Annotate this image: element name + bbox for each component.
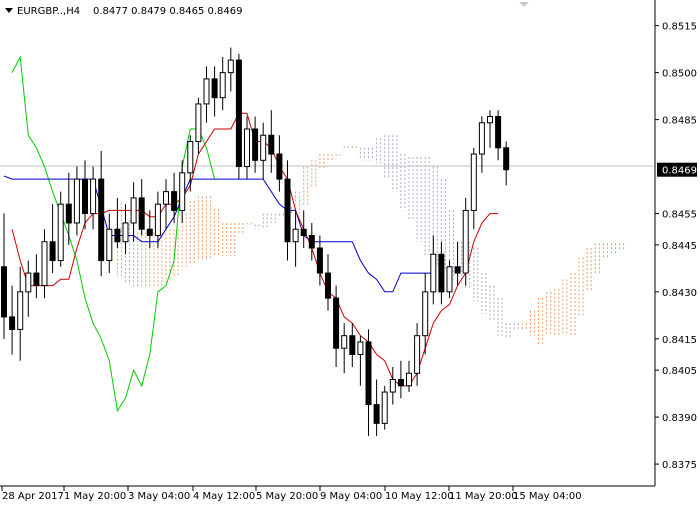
bullish-candle	[219, 72, 226, 99]
time-tick-label: 28 Apr 2017	[2, 491, 64, 502]
bullish-candle	[203, 78, 210, 105]
chart-header: EURGBP..,H4 0.8477 0.8479 0.8465 0.8469	[5, 6, 243, 17]
bearish-candle	[503, 147, 510, 171]
price-tick-label: 0.8375	[662, 460, 697, 471]
bullish-candle	[406, 372, 412, 387]
time-axis: 28 Apr 2017 1 May 20:00 3 May 04:00 4 May 1…	[1, 486, 582, 502]
bearish-candle	[252, 128, 259, 161]
bullish-candle	[195, 103, 202, 143]
time-tick-label: 11 May 20:00	[449, 491, 518, 502]
bearish-candle	[98, 178, 105, 262]
bearish-candle	[397, 379, 404, 387]
bearish-candle	[138, 197, 145, 230]
bullish-candle	[487, 115, 493, 124]
time-tick-label: 9 May 04:00	[320, 491, 382, 502]
time-tick-label: 4 May 12:00	[193, 491, 255, 502]
dropdown-arrow-icon[interactable]	[5, 8, 13, 13]
time-tick-label: 10 May 12:00	[385, 491, 454, 502]
price-tick-label: 0.8415	[662, 335, 697, 346]
bearish-candle	[211, 78, 218, 99]
bearish-candle	[325, 272, 331, 299]
ohlc-label: 0.8477 0.8479 0.8465 0.8469	[93, 6, 243, 17]
time-tick-label: 15 May 04:00	[513, 491, 582, 502]
current-price-label: 0.8469	[662, 166, 697, 177]
bullish-candle	[422, 291, 429, 337]
bullish-candle	[446, 266, 453, 293]
bullish-candle	[154, 203, 161, 236]
bearish-candle	[235, 59, 242, 168]
bearish-candle	[495, 115, 502, 149]
time-tick-label: 5 May 20:00	[256, 491, 318, 502]
bearish-candle	[114, 228, 121, 243]
bullish-candle	[244, 128, 250, 168]
bullish-candle	[41, 241, 48, 287]
bullish-candle	[478, 122, 485, 155]
bearish-candle	[82, 178, 88, 215]
price-tick-label: 0.8485	[662, 116, 697, 127]
price-tick-label: 0.8390	[662, 413, 697, 424]
bearish-candle	[349, 335, 356, 355]
bearish-candle	[146, 228, 153, 236]
price-tick-label: 0.8515	[662, 22, 697, 33]
bullish-candle	[57, 203, 64, 262]
bearish-candle	[1, 266, 7, 318]
bullish-candle	[292, 228, 299, 243]
price-axis-panel	[655, 0, 700, 508]
bullish-candle	[179, 172, 186, 211]
bullish-candle	[357, 341, 364, 355]
bearish-candle	[171, 191, 178, 211]
bearish-candle	[373, 404, 380, 424]
bearish-candle	[308, 234, 315, 249]
bullish-candle	[90, 178, 97, 215]
price-tick-label: 0.8405	[662, 366, 697, 377]
bullish-candle	[187, 141, 194, 174]
chart-shift-icon[interactable]	[519, 2, 529, 7]
bearish-candle	[454, 266, 461, 274]
bullish-candle	[73, 178, 80, 224]
bullish-candle	[414, 335, 421, 374]
bearish-candle	[268, 134, 275, 155]
bullish-candle	[381, 391, 388, 424]
price-tick-label: 0.8455	[662, 210, 697, 221]
bullish-candle	[106, 228, 113, 262]
time-tick-label: 3 May 04:00	[128, 491, 190, 502]
bearish-candle	[365, 341, 372, 406]
symbol-label: EURGBP..,H4	[17, 6, 80, 17]
candles-group	[1, 47, 510, 436]
bearish-candle	[438, 253, 445, 293]
bullish-candle	[260, 134, 267, 161]
price-tick-label: 0.8500	[662, 69, 697, 80]
bearish-candle	[33, 272, 40, 287]
bearish-candle	[276, 153, 283, 180]
price-axis: 0.8515 0.8500 0.8485 0.8469 0.8455 0.8445 0.84…	[655, 22, 697, 471]
kumo-span-a-cloud	[116, 146, 625, 346]
bearish-candle	[300, 228, 307, 236]
time-tick-label: 1 May 20:00	[64, 491, 126, 502]
bullish-candle	[389, 379, 396, 393]
bearish-candle	[65, 203, 72, 224]
bearish-candle	[316, 247, 323, 274]
bearish-candle	[284, 178, 291, 243]
bullish-candle	[163, 191, 169, 205]
price-tick-label: 0.8430	[662, 288, 697, 299]
bullish-candle	[227, 59, 234, 74]
price-tick-label: 0.8445	[662, 241, 697, 252]
bearish-candle	[49, 241, 56, 262]
bullish-candle	[430, 253, 437, 293]
bullish-candle	[122, 222, 129, 243]
bullish-candle	[25, 272, 32, 293]
bullish-candle	[130, 197, 137, 224]
bearish-candle	[9, 316, 16, 330]
bullish-candle	[341, 335, 348, 349]
time-axis-panel	[0, 486, 700, 508]
bearish-candle	[333, 297, 340, 349]
bullish-candle	[470, 153, 477, 211]
current-price-marker	[657, 162, 697, 177]
bullish-candle	[17, 291, 24, 330]
bullish-candle	[462, 209, 469, 274]
